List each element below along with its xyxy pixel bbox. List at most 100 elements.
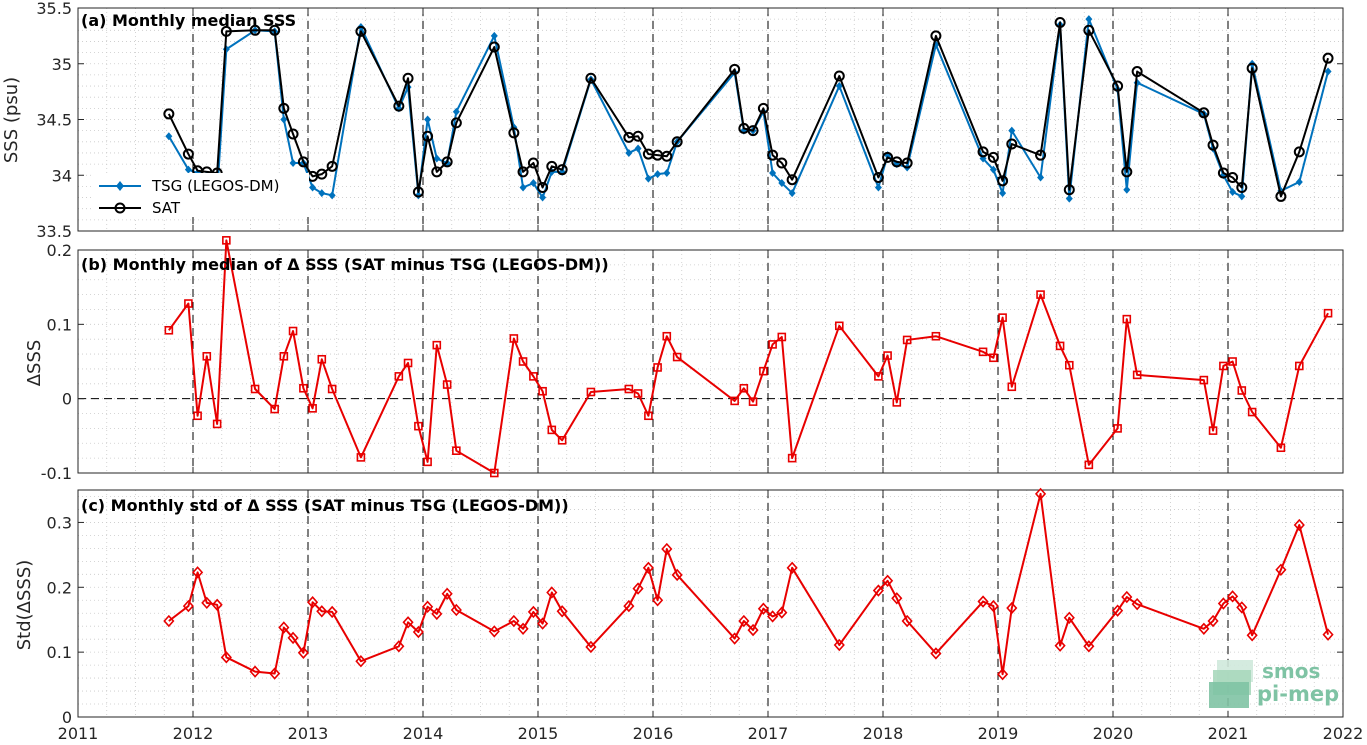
data-point [201,596,213,610]
data-point [1037,173,1045,182]
data-point [527,157,539,169]
data-point [1295,361,1304,371]
data-point [308,404,317,413]
data-point [529,179,537,188]
data-point [672,352,682,362]
data-point [1293,518,1305,532]
panel-a: 33.5 34 34.5 35 35.5 [36,0,1344,241]
data-point [488,41,500,53]
data-point [769,169,777,178]
data-point [422,130,434,142]
data-point [930,647,942,660]
data-point [778,179,786,188]
y-tick-label: -0.1 [41,464,72,483]
data-point [165,132,173,141]
panel-c: 0 0.1 0.2 0.3 [47,487,1344,727]
data-point [1247,407,1257,417]
data-point [412,625,424,639]
data-point [192,566,204,579]
data-point [1276,443,1286,453]
data-point [757,102,769,114]
panel-c-title: (c) Monthly std of Δ SSS (SAT minus TSG … [81,496,569,515]
data-point [556,605,568,618]
y-tick-label: 34 [52,166,72,185]
legend-tsg-label: TSG (LEGOS-DM) [151,177,279,195]
data-point [452,446,461,456]
data-point [1063,184,1075,196]
data-point [833,638,845,652]
x-tick-label: 2020 [1093,724,1134,743]
data-point [278,102,290,114]
data-point [902,335,912,345]
data-point [652,594,664,607]
data-point [767,149,779,161]
data-point [316,168,328,180]
data-point [882,574,894,587]
data-point [730,396,739,406]
legend-sat-marker [114,202,126,214]
data-point [642,561,654,575]
legend-box [94,173,309,217]
data-point [1246,629,1258,642]
data-point [182,599,194,613]
y-tick-label: 0.3 [47,513,72,532]
data-point [393,100,405,112]
data-point [661,542,673,556]
data-point [402,616,414,629]
data-point [738,614,750,628]
data-point [433,154,441,163]
data-point [654,170,662,179]
data-point [249,665,261,678]
data-point [1207,139,1219,151]
data-point [891,592,903,605]
data-point [1131,66,1143,78]
data-point [356,453,366,462]
series-tsg-legos-dm- [165,15,1332,203]
data-point [748,397,758,406]
data-point [1227,590,1239,603]
data-point [517,622,529,635]
data-point [901,614,913,628]
x-tick-label: 2016 [633,724,674,743]
legend-sat-label: SAT [152,199,181,217]
data-point [280,115,288,124]
x-tick-label: 2018 [863,724,904,743]
data-point [997,667,1009,681]
data-point [987,599,999,613]
data-point [586,387,596,397]
data-point [539,193,547,202]
data-point [585,640,597,654]
series-line [167,18,1330,200]
data-point [787,453,797,463]
data-point [1054,16,1066,28]
data-point [193,411,202,421]
data-point [1123,185,1131,194]
data-point [1228,357,1237,366]
data-point [632,582,644,595]
data-point [874,183,882,192]
y-tick-label: 35.5 [36,0,72,18]
data-point [768,340,777,349]
data-point [987,151,999,163]
data-point [220,25,232,37]
data-point [250,384,260,394]
data-point [977,146,989,158]
data-point [547,425,557,435]
data-point [1035,149,1047,161]
data-point [326,160,338,172]
data-point [441,587,453,600]
data-point [249,24,261,36]
data-point [1208,426,1218,435]
x-tick-label: 2014 [403,724,444,743]
data-point [1008,126,1016,135]
data-point [1036,290,1045,299]
data-point [786,561,798,575]
data-point [529,372,538,381]
data-point [297,646,309,659]
data-point [212,419,222,429]
data-point [671,136,683,148]
data-point [998,313,1007,322]
data-point [739,383,749,393]
series-line [168,492,1330,676]
